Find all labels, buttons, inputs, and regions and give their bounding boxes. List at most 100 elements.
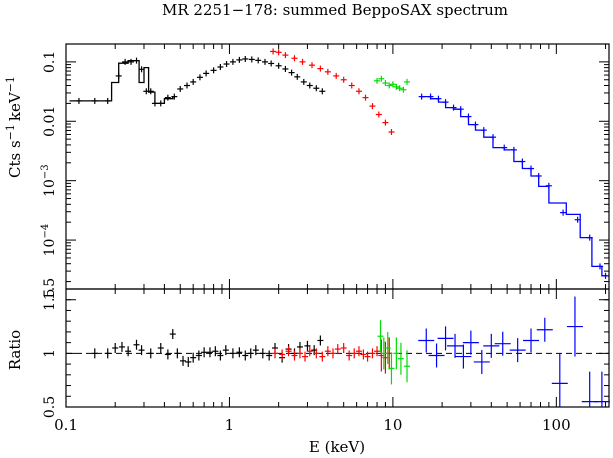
spectrum-data-point xyxy=(519,158,526,165)
ratio-data-point xyxy=(374,346,381,357)
spectrum-data-point xyxy=(309,62,316,69)
spectrum-data-point xyxy=(104,97,111,104)
spectrum-data-point xyxy=(319,88,326,95)
spectrum-data-point xyxy=(313,85,320,92)
spectrum-data-point xyxy=(299,58,306,65)
spectrum-data-point xyxy=(333,72,340,79)
spectrum-data-point xyxy=(450,104,457,111)
spectrum-data-point xyxy=(457,106,464,113)
spectrum-data-point xyxy=(369,103,376,110)
spectrum-data-point xyxy=(602,272,609,279)
spectrum-data-point xyxy=(306,82,313,89)
x-tick-label: 1 xyxy=(225,416,235,434)
ratio-data-point xyxy=(291,350,298,361)
ratio-data-point xyxy=(302,351,309,362)
ratio-data-point xyxy=(384,332,391,364)
ratio-data-point xyxy=(346,350,353,361)
spectrum-data-point xyxy=(177,85,184,92)
spectrum-data-point xyxy=(389,81,396,88)
ratio-data-point xyxy=(157,343,164,353)
spectrum-data-point xyxy=(340,76,347,83)
ratio-data-point xyxy=(304,340,311,351)
spectrum-data-point xyxy=(122,58,129,65)
spectrum-data-point xyxy=(138,66,145,73)
ratio-data-point xyxy=(229,348,236,359)
spectrum-data-point xyxy=(157,100,164,107)
ratio-data-point xyxy=(334,344,341,355)
ratio-data-point xyxy=(164,349,171,360)
spectrum-data xyxy=(69,48,609,279)
spectrum-data-point xyxy=(382,119,389,126)
spectrum-data-point xyxy=(472,121,479,128)
spectrum-data-point xyxy=(378,75,385,82)
y-tick-label: 1.5 xyxy=(42,278,58,300)
spectrum-data-point xyxy=(236,56,243,63)
spectrum-data-point xyxy=(393,83,400,90)
spectrum-data-point xyxy=(115,72,122,79)
ratio-data-point xyxy=(91,348,98,359)
spectrum-data-point xyxy=(164,94,171,101)
spectrum-data-point xyxy=(435,95,442,102)
ratio-data-point xyxy=(112,343,119,353)
spectrum-data-point xyxy=(418,93,425,100)
spectrum-data-point xyxy=(242,55,249,62)
ratio-data-point xyxy=(217,350,224,361)
ratio-data-point xyxy=(364,351,371,362)
spectrum-data-point xyxy=(171,93,178,100)
spectrum-data-point xyxy=(75,97,82,104)
ratio-data-point xyxy=(360,349,367,360)
ratio-data-point xyxy=(247,348,254,359)
ratio-data-point xyxy=(377,320,384,353)
spectrum-data-point xyxy=(291,55,298,62)
ratio-data-point xyxy=(355,346,362,357)
spectrum-data-point xyxy=(324,68,331,75)
ratio-data-point xyxy=(236,347,243,358)
ratio-y-axis: 0.5 1 1.5 xyxy=(42,289,609,418)
spectrum-panel: 0.1 0.01 10−3 10−4 1.5 Cts s−1keV−1 xyxy=(4,43,610,300)
ratio-data-point xyxy=(523,328,540,353)
ratio-data-point xyxy=(380,337,387,370)
spectrum-data-point xyxy=(147,88,154,95)
spectrum-data-point xyxy=(268,60,275,67)
spectrum-data-point xyxy=(400,86,407,93)
ratio-data-point xyxy=(324,346,331,357)
spectrum-data-point xyxy=(261,58,268,65)
spectrum-data-point xyxy=(442,99,449,106)
ratio-data-point xyxy=(340,343,347,353)
ratio-data-point xyxy=(369,348,376,359)
ratio-data-point xyxy=(138,345,145,356)
spectrum-data-point xyxy=(396,85,403,92)
y-tick-label: 10−3 xyxy=(40,164,58,197)
ratio-data-point xyxy=(319,351,326,362)
ratio-data-point xyxy=(190,352,197,363)
ratio-data-point xyxy=(201,347,208,358)
spectrum-data-point xyxy=(128,58,135,65)
spectrum-data-point xyxy=(300,78,307,85)
spectrum-frame xyxy=(65,43,610,290)
spectrum-y-axis: 0.1 0.01 10−3 10−4 1.5 xyxy=(40,43,609,300)
spectrum-y-axis-label: Cts s−1keV−1 xyxy=(4,76,24,178)
spectrum-data-point xyxy=(374,77,381,84)
spectrum-data-point xyxy=(490,134,497,141)
y-tick-label: 0.5 xyxy=(42,396,58,418)
spectrum-data-point xyxy=(282,65,289,72)
spectrum-data-point xyxy=(362,94,369,101)
ratio-data-point xyxy=(296,348,303,359)
ratio-data-point xyxy=(104,348,111,359)
spectrum-data-point xyxy=(229,58,236,65)
ratio-data-point xyxy=(272,348,279,359)
ratio-data-point xyxy=(266,350,273,361)
x-tick-label: 0.1 xyxy=(54,416,78,434)
spectrum-data-point xyxy=(190,78,197,85)
ratio-panel: 0.5 1 1.5 0.1 1 10 100 Ratio E (keV) xyxy=(6,288,610,456)
y-tick-label: 10−4 xyxy=(40,224,58,257)
x-tick-label: 10 xyxy=(383,416,402,434)
spectrum-data-point xyxy=(203,70,210,77)
ratio-data-point xyxy=(393,337,400,370)
ratio-data xyxy=(91,296,610,407)
spectrum-data-point xyxy=(528,165,535,172)
spectrum-data-point xyxy=(574,216,581,223)
spectrum-data-point xyxy=(255,57,262,64)
spectrum-data-point xyxy=(248,56,255,63)
